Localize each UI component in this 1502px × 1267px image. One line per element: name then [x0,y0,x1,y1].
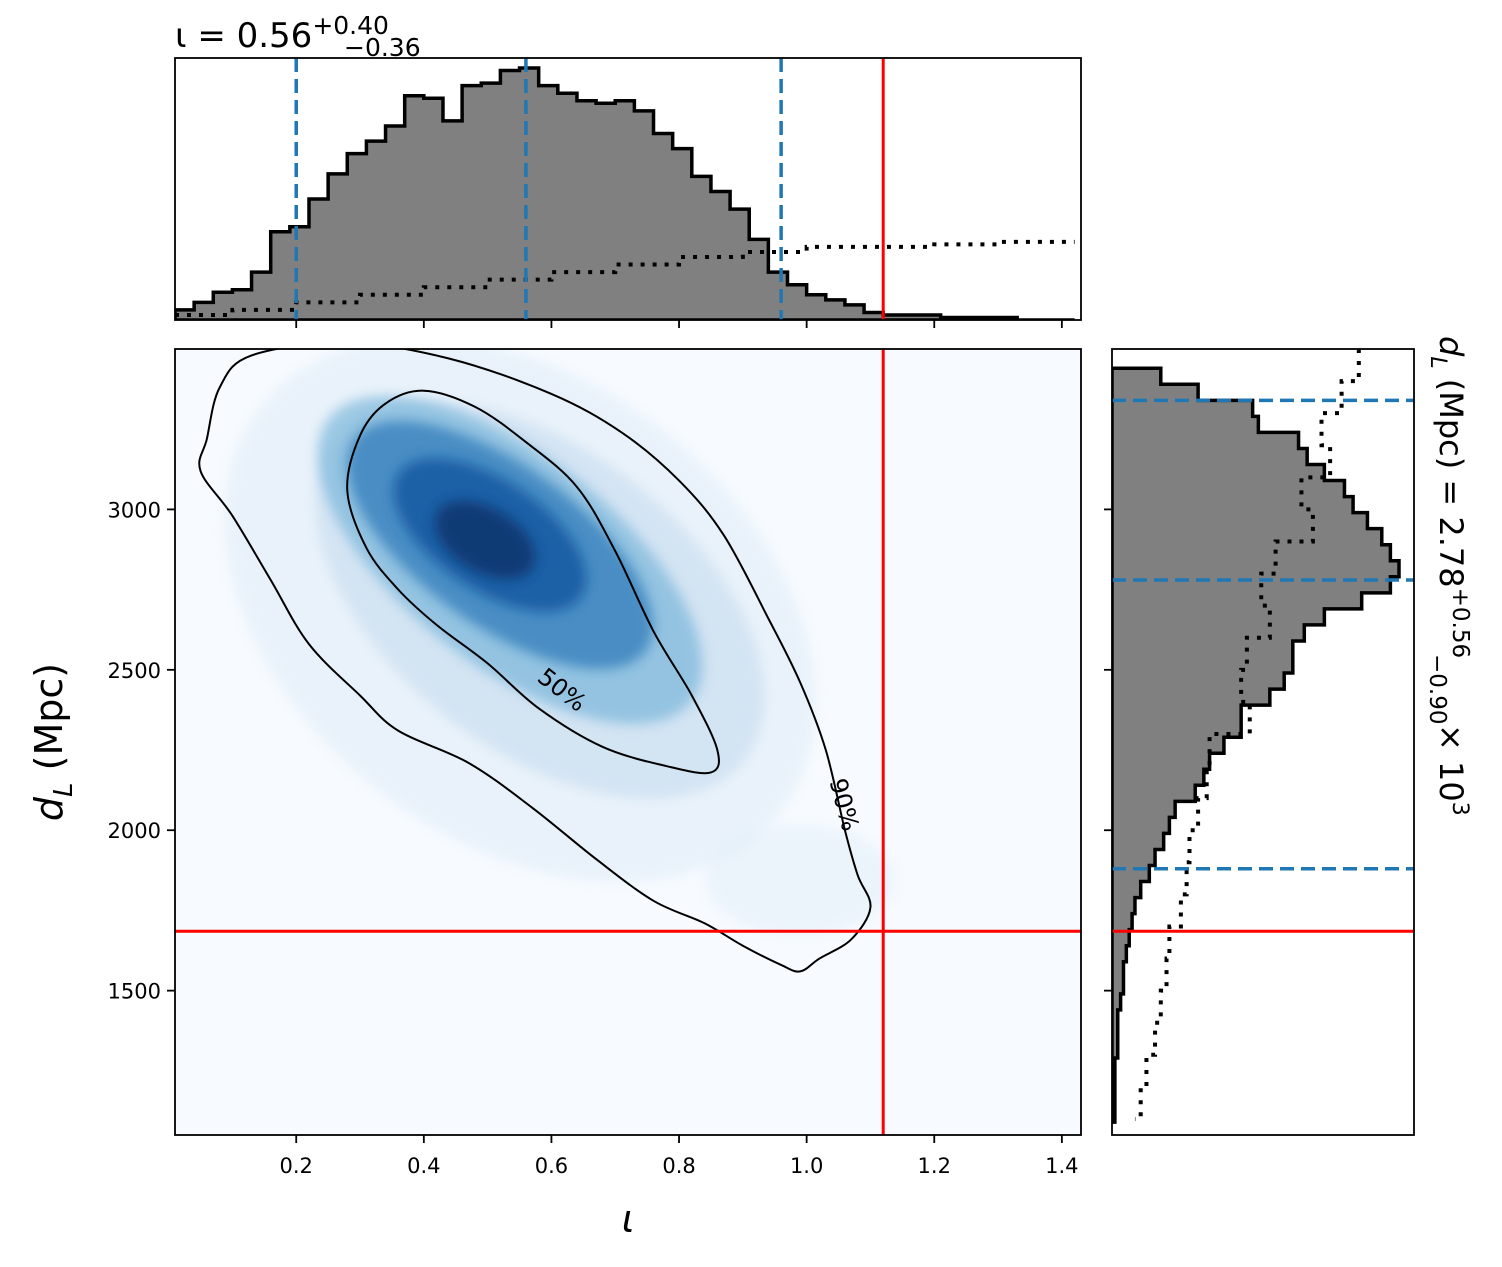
density-heatmap [175,349,1081,1135]
y-axis-label-unit: (Mpc) [27,663,71,783]
top-marginal-panel: ι = 0.56+0.40 −0.36 [174,11,1082,328]
y-tick-label-0: 1500 [108,980,161,1004]
right-title: dL (Mpc) = 2.78+0.56 [1425,336,1473,658]
y-tick-label-3: 3000 [108,498,161,522]
top-histogram [175,66,1075,320]
y-axis-label-sub: L [49,782,79,797]
contour-90-line [198,349,872,973]
top-title-sub: −0.36 [344,33,421,62]
x-tick-label-5: 1.2 [918,1154,951,1178]
contour-50-line [346,389,720,775]
x-tick-label-6: 1.4 [1045,1154,1078,1178]
x-tick-label-1: 0.4 [407,1154,440,1178]
x-tick-label-4: 1.0 [790,1154,823,1178]
top-x-ticks [295,320,1063,328]
top-title-sup: +0.40 [312,11,389,40]
y-axis-label: dL (Mpc) [27,663,79,821]
right-title-sup: +0.56 [1447,588,1473,658]
right-y-ticks [1104,508,1112,992]
y-axis-label-d: d [27,796,71,821]
top-title: ι = 0.56+0.40 [175,11,389,56]
right-title-sub: −0.90 [1424,654,1450,724]
right-marginal-panel: dL (Mpc) = 2.78+0.56 −0.90 × 103 [1104,336,1473,1136]
right-title-mid: (Mpc) = 2.78 [1432,369,1470,588]
joint-x-ticks: 0.2 0.4 0.6 0.8 1.0 1.2 1.4 [280,1135,1079,1178]
x-tick-label-2: 0.6 [535,1154,568,1178]
joint-panel: 50% 90% 0.2 0.4 0.6 0.8 1.0 1.2 1.4 1500200025… [27,348,1082,1241]
x-axis-label: ι [622,1197,635,1241]
right-prior-line [1134,349,1361,1121]
top-prior-line [175,239,1075,317]
x-tick-label-3: 0.8 [662,1154,695,1178]
joint-y-ticks: 1500 2000 2500 3000 [108,498,175,1004]
y-tick-label-2: 2500 [108,659,161,683]
right-title-end: × 103 [1432,724,1472,816]
right-title-d: d [1432,336,1470,357]
right-histogram [1112,366,1401,1124]
y-tick-label-1: 2000 [108,819,161,843]
right-title-exp: 3 [1447,802,1472,816]
x-tick-label-0: 0.2 [280,1154,313,1178]
right-title-L: L [1425,356,1450,368]
